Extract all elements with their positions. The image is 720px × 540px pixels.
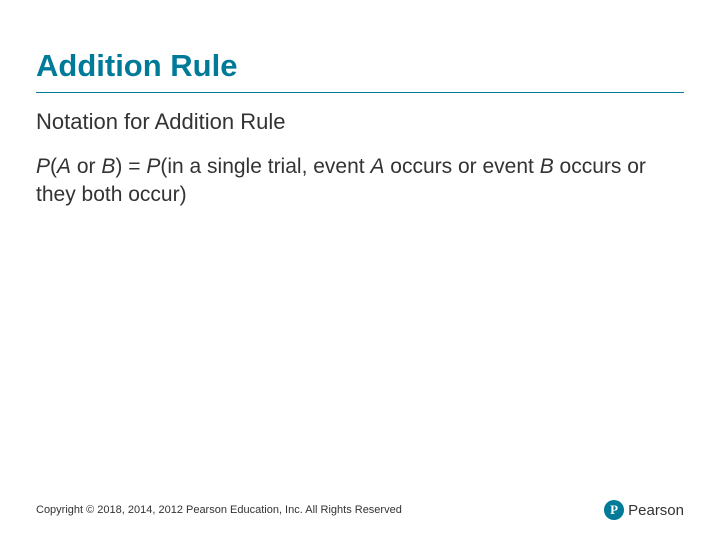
event-a-1: A (57, 155, 71, 178)
copyright-text: Copyright © 2018, 2014, 2012 Pearson Edu… (36, 504, 402, 516)
footer: Copyright © 2018, 2014, 2012 Pearson Edu… (36, 500, 684, 520)
pearson-logo-text: Pearson (628, 502, 684, 519)
pearson-logo: P Pearson (604, 500, 684, 520)
prob-symbol-1: P (36, 155, 50, 178)
text-close-eq: ) = (115, 155, 146, 178)
pearson-logo-icon: P (604, 500, 624, 520)
text-paren-open: ( (50, 155, 57, 178)
body-paragraph: P(A or B) = P(in a single trial, event A… (36, 153, 684, 210)
slide-subtitle: Notation for Addition Rule (36, 109, 684, 135)
text-mid1: occurs or event (384, 155, 539, 178)
slide-container: Addition Rule Notation for Addition Rule… (0, 0, 720, 540)
event-b-1: B (101, 155, 115, 178)
event-a-2: A (370, 155, 384, 178)
event-b-2: B (540, 155, 554, 178)
text-or-1: or (71, 155, 101, 178)
prob-symbol-2: P (146, 155, 160, 178)
slide-title: Addition Rule (36, 48, 684, 84)
title-divider (36, 92, 684, 93)
text-rhs-open: (in a single trial, event (160, 155, 370, 178)
